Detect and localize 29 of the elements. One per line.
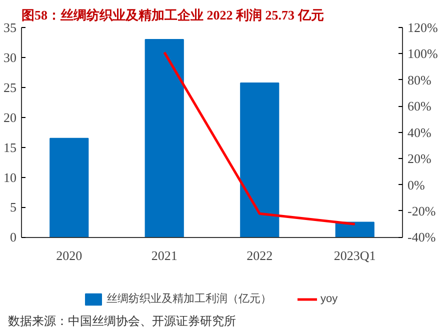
- y2-tick-label: 40%: [408, 124, 432, 140]
- y2-tick-label: 120%: [408, 20, 438, 35]
- bar: [240, 82, 280, 238]
- bar: [335, 222, 374, 238]
- x-tick-label: 2021: [151, 248, 178, 264]
- y2-tick-label: 80%: [408, 72, 432, 88]
- y2-tick-label: 20%: [408, 151, 432, 166]
- bar: [144, 38, 184, 238]
- y-tick-label: 0: [10, 230, 16, 245]
- x-tick-label: 2020: [56, 248, 82, 264]
- y-tick-label: 15: [4, 140, 16, 155]
- y2-tick-label: -20%: [408, 203, 436, 218]
- y-tick-label: 25: [4, 80, 16, 95]
- chart-title: 图58：丝绸纺织业及精加工企业 2022 利润 25.73 亿元: [22, 8, 324, 22]
- y-tick-label: 5: [10, 200, 16, 215]
- y-tick-label: 10: [4, 170, 16, 185]
- y-tick-label: 30: [4, 50, 16, 65]
- y2-tick-label: 100%: [408, 46, 438, 62]
- legend-label: 丝绸纺织业及精加工利润（亿元）: [106, 292, 272, 306]
- x-tick-label: 2022: [246, 248, 273, 264]
- y-tick-label: 20: [4, 110, 16, 125]
- y-tick-label: 35: [4, 20, 16, 35]
- bar: [50, 138, 89, 238]
- legend-label: yoy: [320, 292, 339, 306]
- y2-tick-label: -40%: [408, 230, 436, 245]
- source-note: 数据来源：中国丝绸协会、开源证券研究所: [8, 313, 236, 330]
- x-tick-label: 2023Q1: [334, 248, 376, 264]
- y2-tick-label: 0%: [408, 177, 425, 192]
- y2-tick-label: 60%: [408, 98, 432, 114]
